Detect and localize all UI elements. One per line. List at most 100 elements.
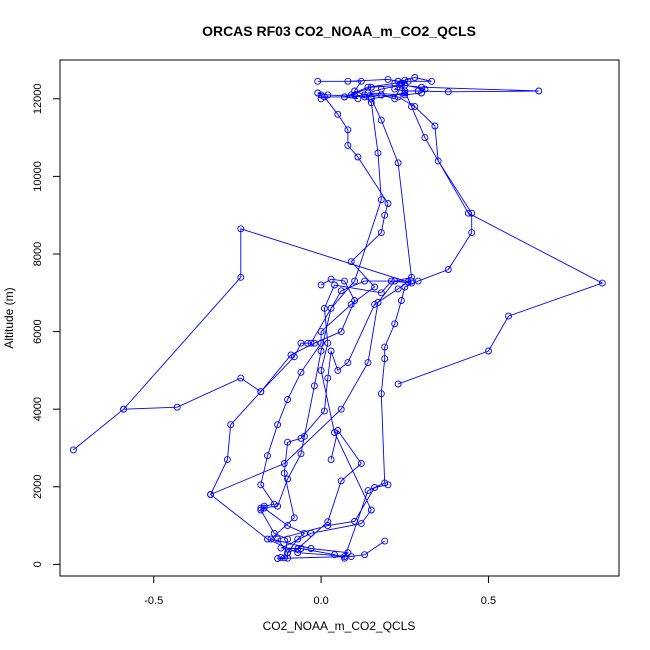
data-point (337, 405, 345, 413)
data-point (444, 88, 452, 96)
data-point (397, 79, 405, 87)
y-tick-label: 2000 (32, 475, 44, 499)
data-point (337, 477, 345, 485)
data-point (300, 529, 308, 537)
data-point (367, 83, 375, 91)
data-point (414, 277, 422, 285)
data-point (280, 554, 288, 562)
data-point (317, 328, 325, 336)
data-point (377, 390, 385, 398)
data-point (284, 438, 292, 446)
data-point (391, 320, 399, 328)
data-point (357, 77, 365, 85)
data-point (284, 535, 292, 543)
data-point (421, 85, 429, 93)
data-point (287, 351, 295, 359)
data-point (324, 522, 332, 530)
data-point (334, 110, 342, 118)
data-point (294, 545, 302, 553)
data-point (290, 514, 298, 522)
data-point (351, 87, 359, 95)
data-point (310, 339, 318, 347)
data-point (237, 225, 245, 233)
data-point (421, 134, 429, 142)
data-point (284, 475, 292, 483)
data-point (264, 452, 271, 460)
data-series (394, 79, 606, 388)
data-point (280, 469, 288, 477)
data-point (324, 374, 332, 382)
data-point (270, 529, 278, 537)
y-axis-label: Altitude (m) (2, 287, 16, 348)
data-point (307, 545, 315, 552)
data-series (69, 74, 543, 562)
data-point (408, 103, 415, 111)
data-point (394, 285, 402, 293)
plot-frame (59, 59, 620, 577)
data-point (324, 339, 332, 347)
data-point (227, 421, 235, 429)
y-tick-label: 12000 (32, 84, 44, 115)
data-point (257, 388, 265, 396)
data-point (341, 554, 348, 562)
data-point (284, 549, 292, 557)
data-point (237, 374, 245, 382)
data-point (408, 277, 415, 285)
data-point (401, 89, 409, 97)
data-point (351, 297, 359, 304)
data-point (361, 277, 369, 285)
series-line (397, 83, 604, 385)
data-point (505, 312, 512, 320)
data-point (374, 299, 382, 306)
data-point (257, 504, 265, 512)
data-point (223, 456, 231, 464)
data-point (344, 126, 352, 134)
data-point (207, 491, 215, 498)
data-point (280, 460, 288, 467)
data-point (347, 91, 355, 99)
data-point (377, 229, 385, 237)
data-point (354, 95, 362, 103)
data-point (327, 275, 335, 283)
data-point (331, 281, 338, 289)
data-point (297, 545, 305, 552)
data-point (270, 500, 278, 508)
data-point (347, 258, 355, 266)
data-point (334, 427, 342, 434)
data-point (310, 382, 318, 390)
y-tick-label: 4000 (32, 397, 44, 421)
data-point (371, 283, 379, 291)
data-series (207, 89, 415, 561)
data-point (361, 93, 369, 101)
data-point (341, 93, 348, 101)
y-tick-label: 6000 (32, 319, 44, 343)
data-point (317, 366, 325, 374)
data-point (347, 553, 355, 561)
data-point (324, 518, 332, 526)
data-point (290, 353, 298, 361)
x-tick-label: -0.5 (144, 595, 163, 607)
series-line (210, 278, 356, 495)
data-point (444, 266, 452, 273)
data-point (361, 91, 369, 99)
data-point (401, 283, 409, 291)
data-point (381, 479, 389, 487)
data-point (394, 159, 402, 167)
data-point (344, 141, 352, 149)
data-point (317, 95, 325, 103)
data-point (300, 432, 308, 440)
series-layer (69, 74, 606, 562)
data-point (337, 328, 345, 336)
data-point (344, 77, 352, 85)
data-point (535, 87, 543, 95)
data-point (314, 89, 322, 97)
data-point (384, 481, 392, 489)
data-point (434, 157, 442, 165)
data-point (327, 304, 335, 312)
data-point (257, 506, 265, 514)
chart-title: ORCAS RF03 CO2_NOAA_m_CO2_QCLS (202, 23, 476, 39)
data-point (364, 359, 372, 367)
data-point (374, 149, 382, 157)
data-point (367, 506, 375, 514)
